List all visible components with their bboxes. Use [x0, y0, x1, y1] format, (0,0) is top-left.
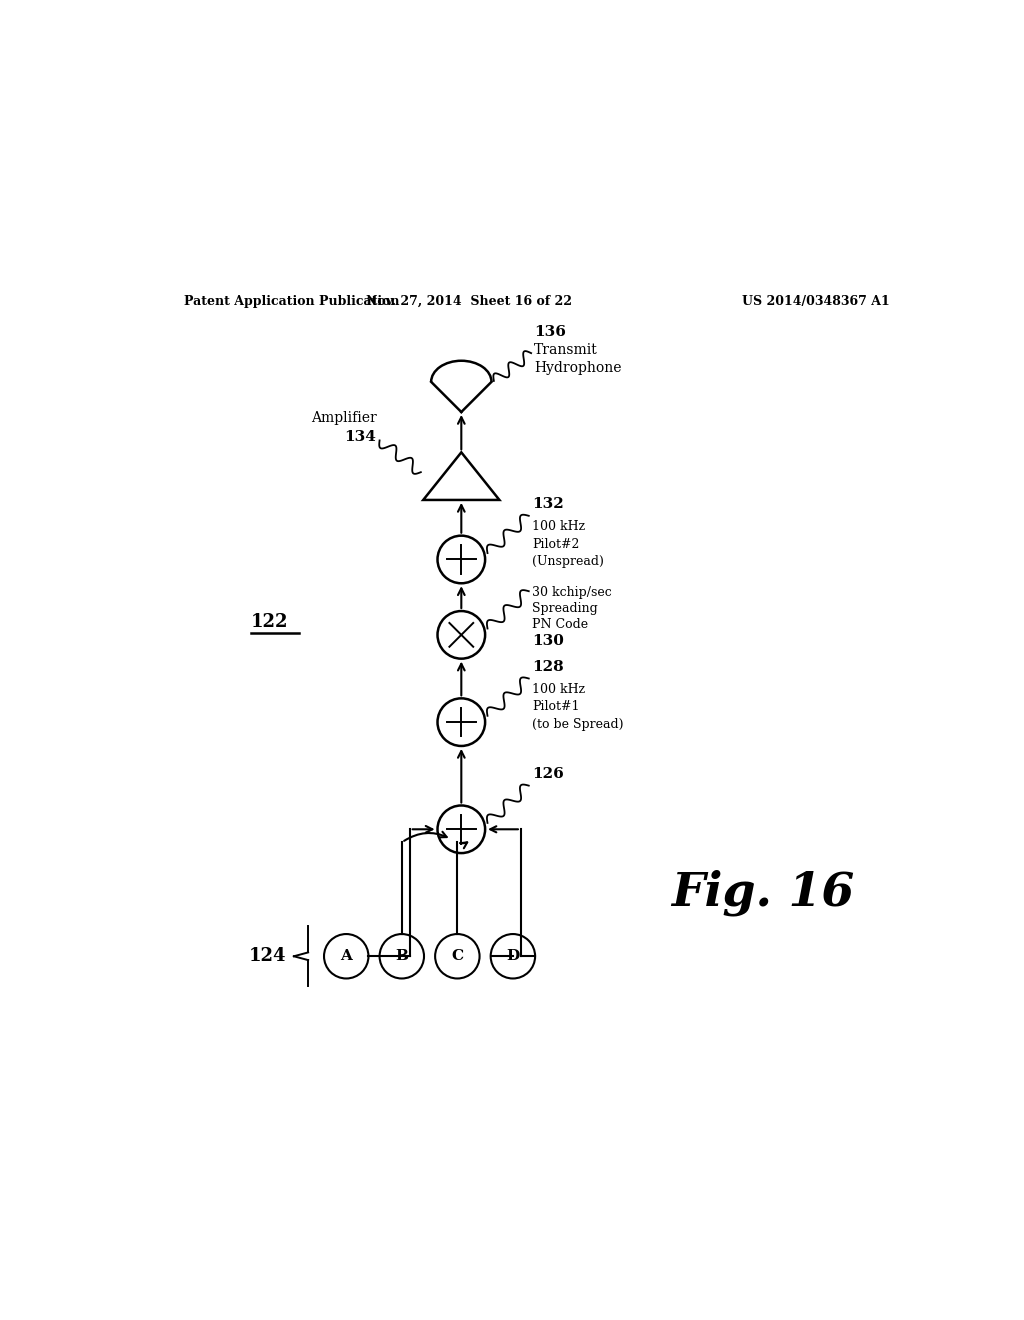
Text: Hydrophone: Hydrophone	[535, 362, 622, 375]
Text: B: B	[395, 949, 409, 964]
Text: 124: 124	[249, 948, 286, 965]
Text: 136: 136	[535, 325, 566, 339]
Text: Transmit: Transmit	[535, 343, 598, 358]
Text: PN Code: PN Code	[531, 618, 588, 631]
Text: Pilot#2: Pilot#2	[531, 537, 580, 550]
Text: Patent Application Publication: Patent Application Publication	[183, 296, 399, 308]
Text: Pilot#1: Pilot#1	[531, 701, 580, 713]
Text: Fig. 16: Fig. 16	[672, 870, 854, 916]
Text: Spreading: Spreading	[531, 602, 598, 615]
Text: 30 kchip/sec: 30 kchip/sec	[531, 586, 611, 599]
Text: D: D	[506, 949, 519, 964]
Text: Amplifier: Amplifier	[310, 411, 377, 425]
Text: C: C	[452, 949, 464, 964]
Text: 100 kHz: 100 kHz	[531, 682, 585, 696]
Text: 128: 128	[531, 660, 563, 673]
Text: (Unspread): (Unspread)	[531, 556, 604, 568]
Text: (to be Spread): (to be Spread)	[531, 718, 624, 731]
Text: Nov. 27, 2014  Sheet 16 of 22: Nov. 27, 2014 Sheet 16 of 22	[367, 296, 572, 308]
Text: 134: 134	[344, 429, 377, 444]
Text: A: A	[340, 949, 352, 964]
Text: 122: 122	[251, 612, 289, 631]
Text: 132: 132	[531, 498, 563, 511]
Text: US 2014/0348367 A1: US 2014/0348367 A1	[742, 296, 890, 308]
Text: 130: 130	[531, 635, 564, 648]
Text: 100 kHz: 100 kHz	[531, 520, 585, 533]
Text: 126: 126	[531, 767, 563, 781]
